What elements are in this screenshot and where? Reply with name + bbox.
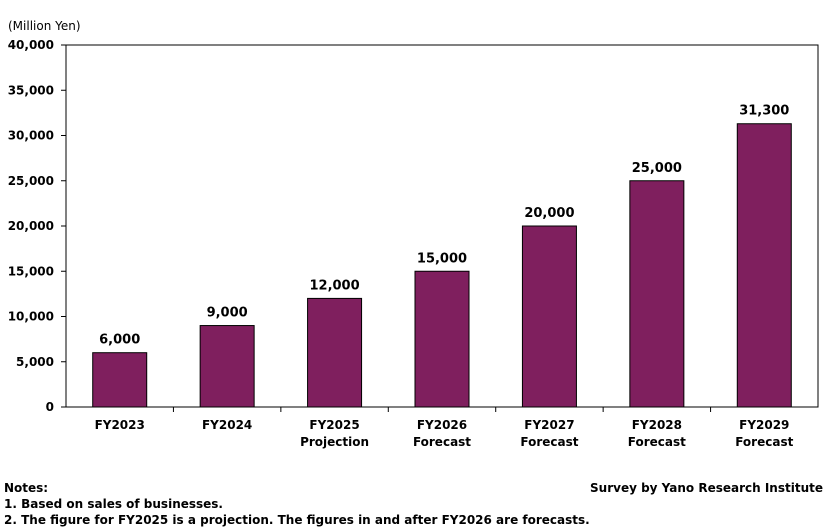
y-tick-label: 5,000 xyxy=(16,355,54,369)
y-axis-unit-label: (Million Yen) xyxy=(8,19,81,33)
x-tick-label: Projection xyxy=(300,435,369,449)
bar xyxy=(199,325,255,408)
x-tick-label: Forecast xyxy=(628,435,686,449)
x-tick-label: FY2028 xyxy=(632,418,682,432)
x-tick-label: Forecast xyxy=(520,435,578,449)
bar xyxy=(521,225,577,408)
y-tick-label: 20,000 xyxy=(8,219,54,233)
bar xyxy=(307,297,363,408)
bar xyxy=(629,180,685,408)
notes-block: Notes: 1. Based on sales of businesses. … xyxy=(4,480,590,528)
bar xyxy=(92,352,148,408)
x-tick-label: FY2026 xyxy=(417,418,467,432)
data-label: 25,000 xyxy=(632,161,682,176)
notes-heading: Notes: xyxy=(4,481,49,495)
x-tick-label: FY2024 xyxy=(202,418,252,432)
y-tick-label: 10,000 xyxy=(8,310,54,324)
x-tick-label: Forecast xyxy=(735,435,793,449)
data-label: 20,000 xyxy=(524,206,574,221)
y-tick-label: 0 xyxy=(46,400,54,414)
plot-area: 0 5,000 10,000 15,000 20,000 25,000 30,000 35,0… xyxy=(8,38,819,449)
x-tick-label: Forecast xyxy=(413,435,471,449)
bar xyxy=(736,123,792,408)
data-label: 6,000 xyxy=(99,333,140,348)
data-label: 15,000 xyxy=(417,251,467,266)
y-tick-label: 15,000 xyxy=(8,264,54,278)
x-tick-label: FY2023 xyxy=(95,418,145,432)
source-credit: Survey by Yano Research Institute xyxy=(590,481,823,495)
data-label: 31,300 xyxy=(739,104,789,119)
note-line-1: 1. Based on sales of businesses. xyxy=(4,497,223,511)
data-label: 9,000 xyxy=(207,306,248,321)
x-tick-label: FY2027 xyxy=(524,418,574,432)
x-tick-label: FY2029 xyxy=(739,418,789,432)
y-tick-label: 30,000 xyxy=(8,129,54,143)
y-tick-label: 40,000 xyxy=(8,38,54,52)
note-line-2: 2. The figure for FY2025 is a projection… xyxy=(4,513,590,527)
y-tick-label: 25,000 xyxy=(8,174,54,188)
data-label: 12,000 xyxy=(309,278,359,293)
y-tick-label: 35,000 xyxy=(8,83,54,97)
bar xyxy=(414,270,470,408)
x-tick-label: FY2025 xyxy=(309,418,359,432)
